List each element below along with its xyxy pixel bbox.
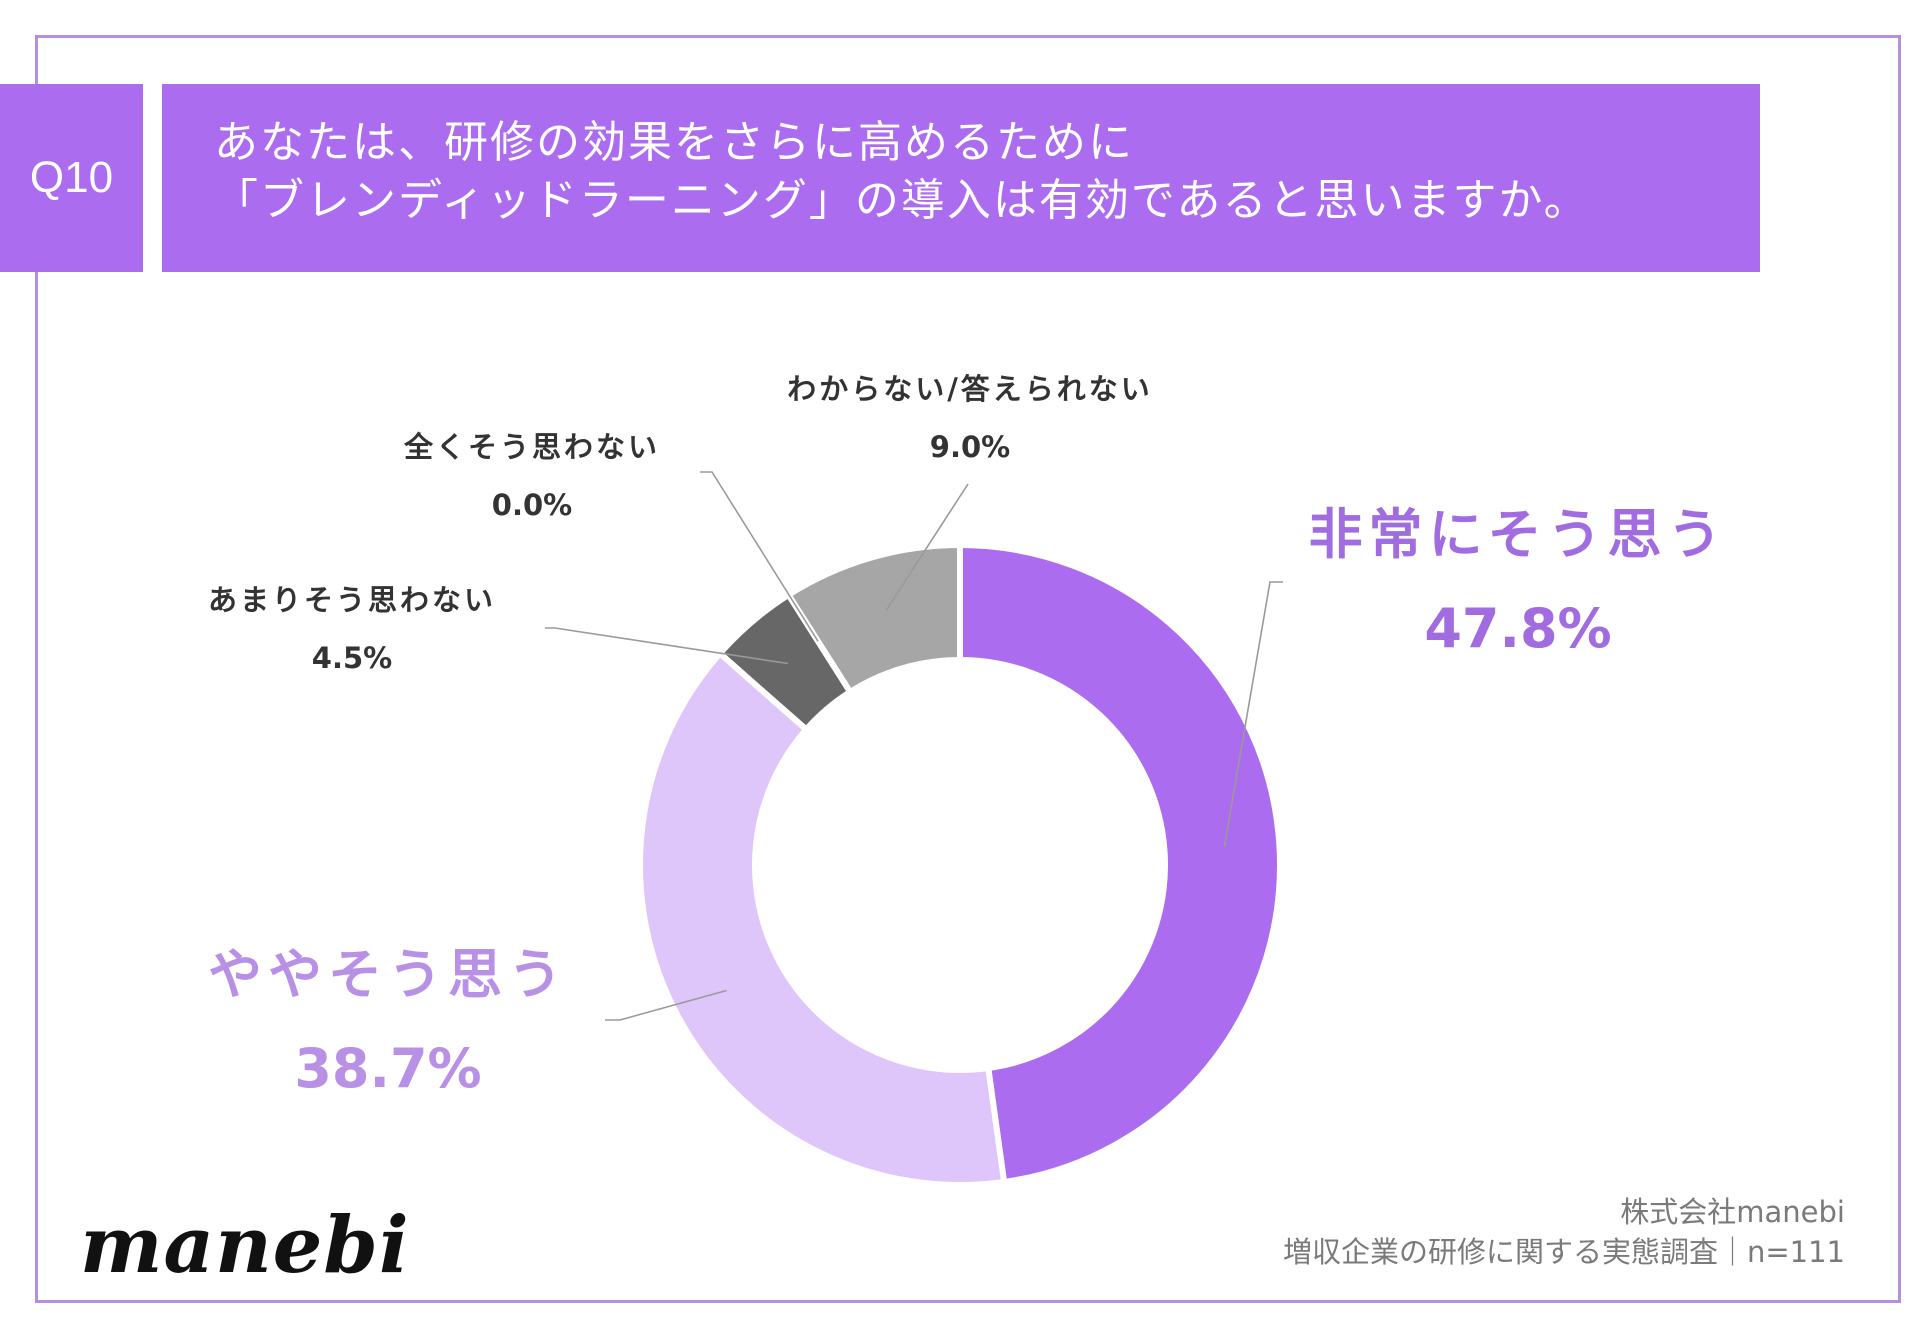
- slice-very: [957, 541, 1284, 1186]
- slice-somewhat: [637, 649, 1008, 1189]
- source-note: 株式会社manebi 増収企業の研修に関する実態調査｜n=111: [1283, 1192, 1845, 1272]
- slice-unknown: [784, 541, 963, 697]
- label-somewhat: ややそう思う 38.7%: [208, 930, 568, 1100]
- question-number-badge: Q10: [0, 84, 143, 272]
- leader-line-somewhat: [605, 989, 727, 1021]
- label-not-at-all-value: 0.0%: [491, 488, 573, 522]
- label-unknown-name: わからない/答えられない: [787, 372, 1153, 406]
- label-very-name: 非常にそう思う: [1308, 503, 1728, 566]
- leader-line-not_at_all: [700, 471, 819, 642]
- question-title-line-2: 「ブレンディッドラーニング」の導入は有効であると思いますか。: [214, 175, 1590, 226]
- label-not-at-all-name: 全くそう思わない: [403, 430, 661, 464]
- question-number: Q10: [29, 153, 114, 202]
- leader-line-very: [1223, 581, 1283, 847]
- question-title-banner: あなたは、研修の効果をさらに高めるために 「ブレンディッドラーニング」の導入は有…: [162, 84, 1760, 272]
- leader-line-unknown: [885, 483, 969, 611]
- chart-frame: [35, 35, 1901, 1303]
- label-somewhat-name: ややそう思う: [208, 943, 568, 1006]
- label-somewhat-value: 38.7%: [294, 1037, 482, 1100]
- source-company: 株式会社manebi: [1620, 1195, 1845, 1229]
- question-title-line-1: あなたは、研修の効果をさらに高めるために: [214, 117, 1134, 168]
- label-unknown: わからない/答えられない 9.0%: [787, 366, 1153, 464]
- label-not-much-name: あまりそう思わない: [207, 583, 497, 617]
- label-unknown-value: 9.0%: [929, 430, 1011, 464]
- label-not-much-value: 4.5%: [311, 641, 393, 675]
- label-very: 非常にそう思う 47.8%: [1309, 490, 1728, 660]
- label-very-value: 47.8%: [1424, 597, 1612, 660]
- leader-line-not_much: [545, 627, 789, 665]
- label-not-at-all: 全くそう思わない 0.0%: [404, 424, 660, 522]
- source-survey: 増収企業の研修に関する実態調査｜n=111: [1282, 1235, 1845, 1269]
- manebi-logo: manebi: [80, 1200, 410, 1291]
- label-not-much: あまりそう思わない 4.5%: [208, 577, 496, 675]
